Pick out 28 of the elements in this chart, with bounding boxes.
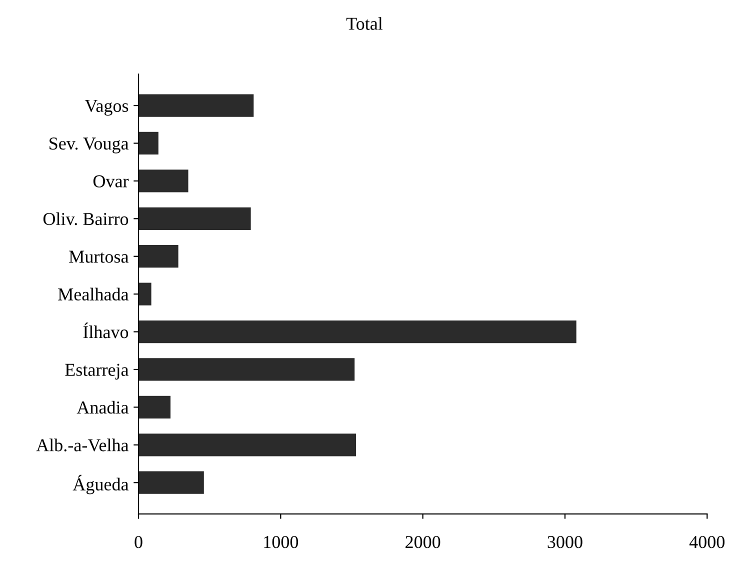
- bar: [138, 396, 170, 418]
- y-tick-label: Sev. Vouga: [50, 138, 129, 154]
- x-tick-label: 1000: [264, 536, 298, 548]
- bar: [138, 94, 254, 117]
- bar: [138, 207, 251, 230]
- chart-title: Total: [346, 17, 383, 30]
- y-tick-label: Anadia: [76, 400, 129, 414]
- bar: [138, 358, 355, 381]
- bar: [138, 434, 356, 456]
- y-tick-label: Ílhavo: [83, 322, 128, 338]
- bar: [138, 320, 576, 344]
- y-tick-label: Ovar: [93, 175, 129, 188]
- bar: [138, 132, 158, 155]
- bar: [138, 170, 188, 192]
- x-tick-label: 4000: [689, 536, 724, 548]
- y-tick-label: Vagos: [84, 100, 128, 116]
- y-tick-label: Águeda: [72, 474, 129, 494]
- x-tick-label: 0: [134, 536, 142, 548]
- y-tick-label: Murtosa: [69, 250, 129, 263]
- bar: [138, 245, 178, 268]
- y-tick-label: Estarreja: [65, 364, 129, 380]
- bar: [138, 471, 204, 494]
- x-tick-label: 3000: [548, 536, 582, 548]
- x-tick-label: 2000: [406, 536, 440, 548]
- y-tick-label: Oliv. Bairro: [43, 212, 128, 226]
- bar: [138, 282, 152, 306]
- y-tick-label: Alb.-a-Velha: [36, 438, 129, 452]
- y-tick-label: Mealhada: [58, 288, 129, 301]
